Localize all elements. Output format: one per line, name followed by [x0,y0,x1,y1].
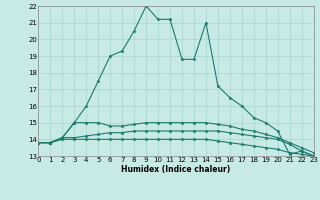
X-axis label: Humidex (Indice chaleur): Humidex (Indice chaleur) [121,165,231,174]
